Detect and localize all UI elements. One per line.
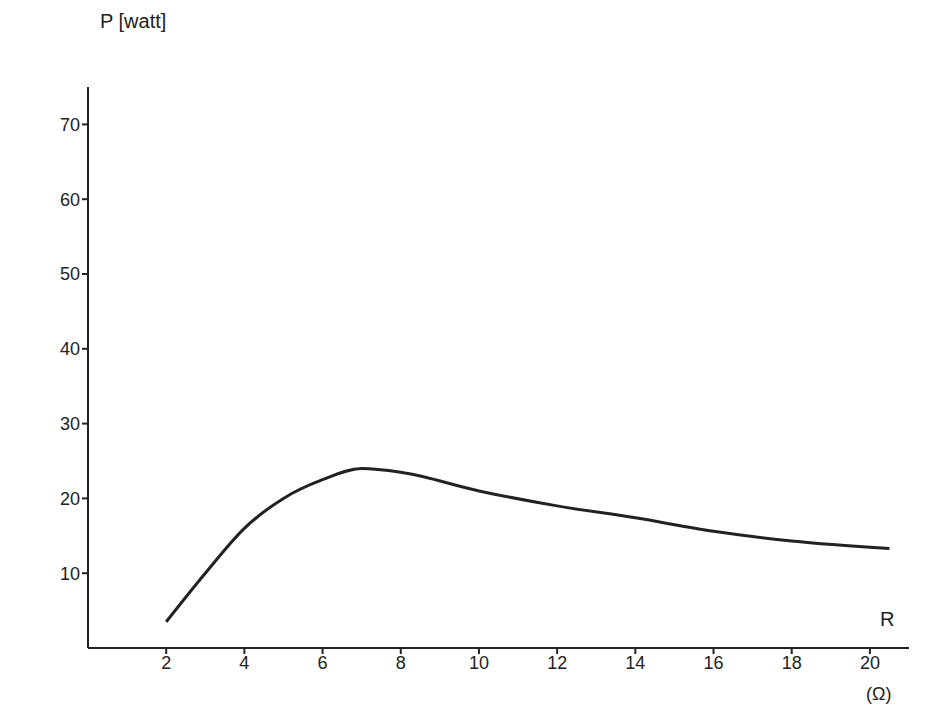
svg-text:6: 6 — [318, 653, 328, 673]
svg-text:4: 4 — [239, 653, 249, 673]
html-text:R: R — [880, 608, 895, 630]
svg-text:20: 20 — [60, 489, 80, 509]
svg-text:50: 50 — [60, 264, 80, 284]
svg-text:8: 8 — [396, 653, 406, 673]
svg-text:12: 12 — [547, 653, 567, 673]
svg-text:40: 40 — [60, 339, 80, 359]
svg-text:18: 18 — [782, 653, 802, 673]
svg-text:16: 16 — [704, 653, 724, 673]
svg-text:60: 60 — [60, 190, 80, 210]
html-text:(Ω): (Ω) — [866, 684, 892, 704]
svg-text:2: 2 — [161, 653, 171, 673]
svg-text:14: 14 — [625, 653, 645, 673]
svg-text:10: 10 — [469, 653, 489, 673]
svg-text:20: 20 — [860, 653, 880, 673]
html-text:P [watt]: P [watt] — [100, 10, 167, 32]
svg-text:30: 30 — [60, 414, 80, 434]
svg-text:70: 70 — [60, 115, 80, 135]
svg-text:10: 10 — [60, 564, 80, 584]
